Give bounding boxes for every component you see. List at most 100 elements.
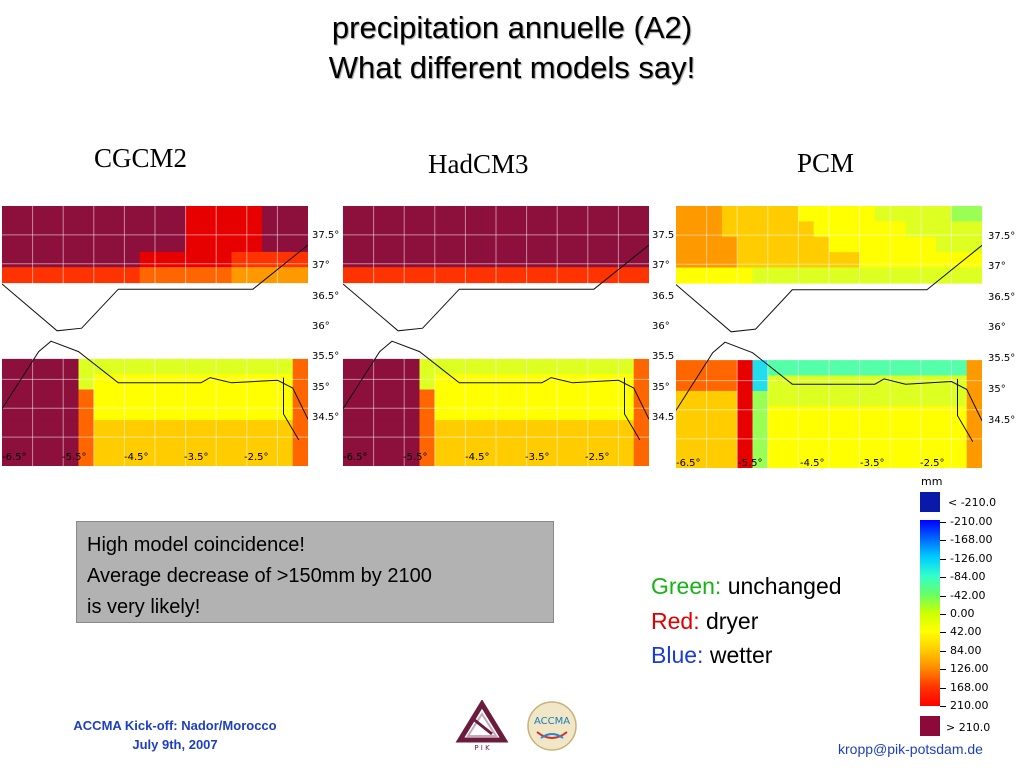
grid-cell <box>292 236 308 253</box>
grid-cell <box>496 358 512 375</box>
grid-cell <box>676 390 692 407</box>
grid-cell <box>587 420 604 436</box>
grid-cell <box>124 251 141 268</box>
grid-cell <box>93 374 110 391</box>
grid-cell <box>603 206 619 222</box>
grid-cell <box>618 358 635 375</box>
contact-email[interactable]: kropp@pik-potsdam.de <box>838 741 983 757</box>
grid-cell <box>2 236 18 253</box>
grid-cell <box>155 389 171 406</box>
grid-cell <box>358 221 375 238</box>
grid-cell <box>124 450 141 466</box>
grid-cell <box>47 251 64 268</box>
colorbar-low-label: < -210.0 <box>948 496 997 509</box>
grid-cell <box>587 267 604 284</box>
grid-cell <box>170 435 187 452</box>
grid-cell <box>292 221 308 238</box>
grid-cell <box>691 206 708 222</box>
grid-cell <box>936 375 952 392</box>
grid-cell <box>859 236 876 253</box>
grid-cell <box>434 450 451 466</box>
grid-cell <box>603 389 619 406</box>
grid-cell <box>813 267 830 284</box>
grid-cell <box>139 236 156 253</box>
grid-cell <box>618 450 635 466</box>
grid-cell <box>798 375 815 392</box>
grid-cell <box>63 435 80 452</box>
grid-cell <box>813 375 830 392</box>
y-tick-label: 35.5 <box>652 351 675 362</box>
grid-cell <box>139 358 156 375</box>
grid-cell <box>603 420 619 436</box>
grid-cell <box>63 389 80 406</box>
slide-title-line1: precipitation annuelle (A2) <box>331 10 693 45</box>
grid-cell <box>783 267 799 284</box>
grid-cell <box>767 375 784 392</box>
grid-cell <box>767 406 784 423</box>
grid-cell <box>109 251 125 268</box>
grid-cell <box>404 435 421 452</box>
grid-cell <box>246 435 263 452</box>
grid-cell <box>465 206 482 222</box>
grid-cell <box>966 236 982 253</box>
grid-cell <box>936 437 952 454</box>
grid-cell <box>966 452 982 468</box>
grid-cell <box>676 375 692 392</box>
grid-cell <box>541 251 558 268</box>
grid-cell <box>231 236 248 253</box>
colorbar-tick-label: -126.00 <box>950 551 993 565</box>
grid-cell <box>277 267 294 284</box>
grid-cell <box>246 420 263 436</box>
colorbar-tick <box>940 522 946 523</box>
grid-cell <box>783 236 799 253</box>
grid-cell <box>450 404 466 421</box>
grid-cell <box>434 389 451 406</box>
grid-cell <box>170 236 187 253</box>
grid-cell <box>292 450 308 466</box>
grid-cell <box>93 404 110 421</box>
grid-cell <box>951 390 968 407</box>
grid-cell <box>480 267 497 284</box>
grid-cell <box>936 221 952 238</box>
footer-event: ACCMA Kick-off: Nador/Morocco July 9th, … <box>40 716 310 754</box>
grid-cell <box>434 206 451 222</box>
grid-cell <box>124 358 141 375</box>
legend-red: Red: dryer <box>651 608 759 634</box>
y-tick-label: 34.5° <box>312 412 340 423</box>
grid-cell <box>859 375 876 392</box>
grid-cell <box>262 420 278 436</box>
grid-cell <box>526 358 543 375</box>
grid-cell <box>231 251 248 268</box>
grid-cell <box>618 435 635 452</box>
grid-cell <box>2 251 18 268</box>
grid-cell <box>434 221 451 238</box>
grid-cell <box>419 374 436 391</box>
grid-cell <box>936 236 952 253</box>
grid-cell <box>557 389 574 406</box>
grid-cell <box>292 420 308 436</box>
grid-cell <box>404 267 421 284</box>
grid-cell <box>343 267 359 284</box>
grid-cell <box>17 206 34 222</box>
model-label-pcm: PCM <box>797 148 855 178</box>
grid-cell <box>262 358 278 375</box>
grid-cell <box>752 206 769 222</box>
info-line-1: High model coincidence! <box>87 534 305 556</box>
grid-cell <box>676 360 692 377</box>
grid-cell <box>783 390 799 407</box>
grid-cell <box>890 221 907 238</box>
x-tick-label: -4.5° <box>465 452 490 463</box>
grid-cell <box>496 236 512 253</box>
grid-cell <box>216 221 233 238</box>
grid-cell <box>262 450 278 466</box>
y-tick-label: 34.5 <box>652 412 675 423</box>
grid-cell <box>587 358 604 375</box>
grid-cell <box>465 404 482 421</box>
grid-cell <box>17 267 34 284</box>
grid-cell <box>450 358 466 375</box>
grid-cell <box>936 421 952 438</box>
grid-cell <box>798 236 815 253</box>
grid-cell <box>737 437 754 454</box>
grid-cell <box>633 389 649 406</box>
grid-cell <box>404 221 421 238</box>
